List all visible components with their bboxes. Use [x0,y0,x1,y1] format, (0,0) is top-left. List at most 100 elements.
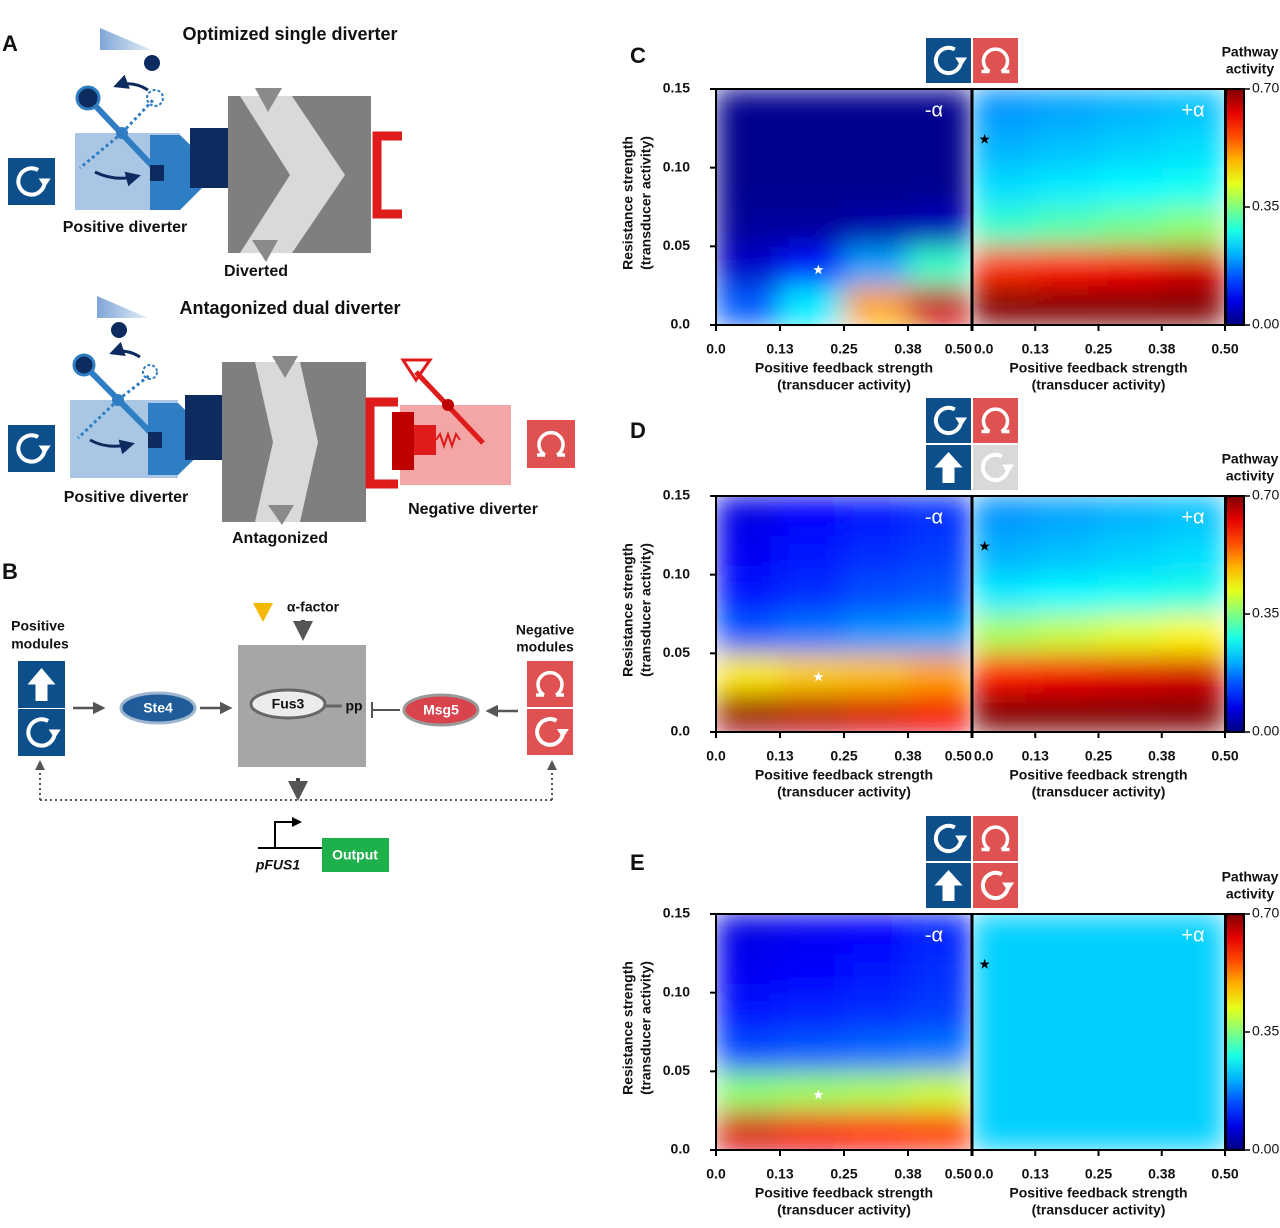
x-tick-label: 0.50 [945,748,972,764]
icon-glyph [27,668,56,701]
heatmap-cell [716,613,781,654]
subplot-label: -α [925,506,943,528]
heatmap-cell [1161,652,1225,694]
heatmap-cell [1161,613,1225,654]
heatmap-cell [1161,692,1225,732]
x-tick-label: 0.38 [1148,1166,1175,1182]
heatmap-cell [1098,613,1163,654]
heatmap-cell [1034,206,1099,247]
label: Output [332,847,378,863]
connector [185,395,222,460]
icon-glyph [933,405,964,436]
heatmap-cell [716,1070,781,1112]
heatmap-cell [1161,496,1225,536]
flow-arrow [252,240,278,262]
heatmap-cell [779,245,845,287]
heatmap-cell [716,692,781,732]
heatmap-cell [779,952,845,994]
star-marker [813,671,824,682]
heatmap-cell [779,89,845,129]
chevron [255,362,318,522]
subplot-label: +α [1181,924,1204,946]
colorbar-label: Pathway [1222,451,1279,467]
lever-ghost [117,373,151,402]
heatmap-cell [972,952,1036,994]
heatmap-cell [1098,496,1163,536]
x-tick-label: 0.13 [766,341,793,357]
heatmap-cell [907,952,972,994]
lever-ghost [146,89,164,107]
x-tick-label: 0.25 [830,341,857,357]
y-tick-label: 0.05 [663,644,690,660]
star-marker [813,1089,824,1100]
y-axis-label: Resistance strength [620,961,636,1095]
x-axis-label: (transducer activity) [777,1202,911,1218]
heatmap-cell [1098,127,1163,169]
panel-letter: C [630,43,646,68]
module-icons [8,38,1018,908]
colorbar [1225,88,1245,326]
heatmap-cell [1034,1031,1099,1072]
icon-glyph [981,47,1010,74]
x-tick-label: 0.0 [974,341,994,357]
spring [150,165,164,181]
x-tick-label: 0.0 [974,1166,994,1182]
heatmap-cell [779,534,845,576]
panel-letter: A [2,31,18,56]
x-axis-label: (transducer activity) [777,784,911,800]
icon-glyph [980,870,1011,901]
y-tick-label: 0.0 [671,316,691,332]
icon-glyph [1002,882,1015,892]
heatmap-cell [907,285,972,325]
subplot-label: +α [1181,506,1204,528]
heatmap-cell [972,613,1036,654]
icon-glyph [955,835,968,845]
gradient-wedge [100,28,152,50]
heatmap-cell [843,613,909,654]
heatmap-cell [1034,534,1099,576]
colorbar-tick-label: 0.70 [1252,905,1279,921]
heatmap-cell [779,206,845,247]
x-tick-label: 0.25 [1085,341,1112,357]
heatmap-cell [907,245,972,287]
arrow [94,170,141,187]
x-tick-label: 0.50 [945,341,972,357]
label: pFUS1 [255,857,301,873]
heatmap-cell [1034,127,1099,169]
bracket [365,397,398,489]
heatmap-cells [972,914,1225,1150]
heatmap-cell [1098,534,1163,576]
icon-glyph [1002,464,1015,474]
node-label: Fus3 [272,696,305,712]
x-tick-label: 0.0 [706,1166,726,1182]
heatmap-cell [972,127,1036,169]
heatmap-cell [716,534,781,576]
colorbar-tick-label: 0.70 [1252,487,1279,503]
x-tick-label: 0.0 [974,748,994,764]
icon-glyph [955,57,968,67]
colorbar [1225,913,1245,1151]
panel-a: A Optimized single diverter Positive div… [2,24,538,547]
heatmap-cell [972,89,1036,129]
x-axis-label: Positive feedback strength [755,360,933,376]
label: α-factor [287,599,340,615]
colorbar-tick-label: 0.35 [1252,198,1279,214]
heatmap-cell [1034,574,1099,615]
label: pp [345,698,362,714]
heatmap-cell [843,1110,909,1150]
heatmap-cell [1034,692,1099,732]
heatmap-cell [1161,206,1225,247]
heatmap-cell [1161,534,1225,576]
heatmap-cell [907,89,972,129]
heatmap-cell [716,652,781,694]
x-tick-label: 0.13 [1022,341,1049,357]
heatmap-cell [779,127,845,169]
panel-letter: D [630,418,646,443]
panel-b: B Positive modules Negative modules α-fa… [2,559,574,873]
x-tick-label: 0.38 [894,1166,921,1182]
heatmap-cell [1098,914,1163,954]
heatmap-cell [972,914,1036,954]
heatmap-cell [1161,914,1225,954]
label: modules [516,639,574,655]
icon-glyph [38,445,51,455]
